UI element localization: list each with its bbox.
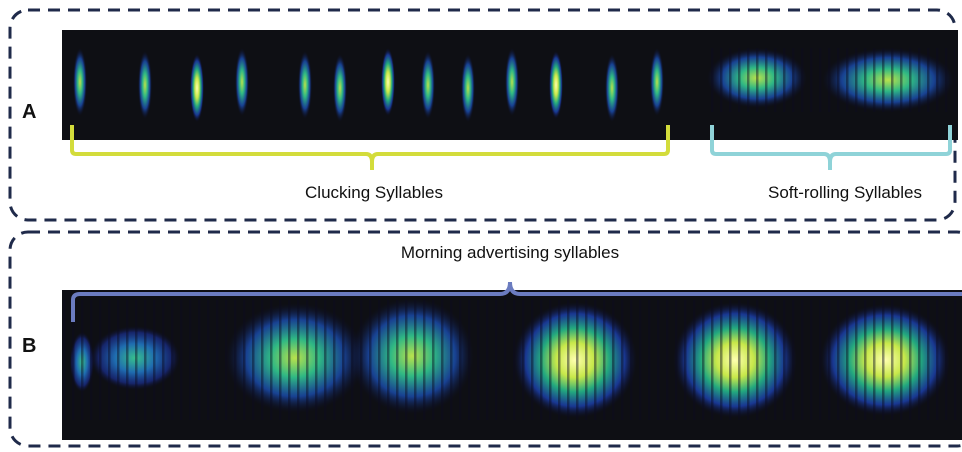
panel-label: A — [22, 101, 36, 123]
syllable — [298, 51, 312, 119]
syllable — [235, 48, 249, 116]
bracket-label: Morning advertising syllables — [401, 243, 619, 262]
syllable — [549, 51, 563, 119]
spectrogram-syllables — [705, 48, 955, 112]
bracket-label: Soft-rolling Syllables — [768, 183, 922, 202]
figure: A B Clucking Syllables Soft-rolling Syll… — [0, 0, 962, 452]
bracket-label: Clucking Syllables — [305, 183, 443, 202]
syllable — [605, 54, 619, 122]
syllable — [421, 51, 435, 119]
syllable — [333, 54, 347, 122]
syllable — [461, 54, 475, 122]
syllable — [73, 48, 87, 116]
syllable — [381, 48, 395, 116]
panel-label: B — [22, 335, 36, 357]
syllable — [505, 48, 519, 116]
spectrogram-syllables — [62, 298, 962, 420]
syllable — [190, 54, 204, 122]
page: A B Clucking Syllables Soft-rolling Syll… — [0, 0, 962, 452]
syllable — [138, 51, 152, 119]
syllable — [650, 48, 664, 116]
